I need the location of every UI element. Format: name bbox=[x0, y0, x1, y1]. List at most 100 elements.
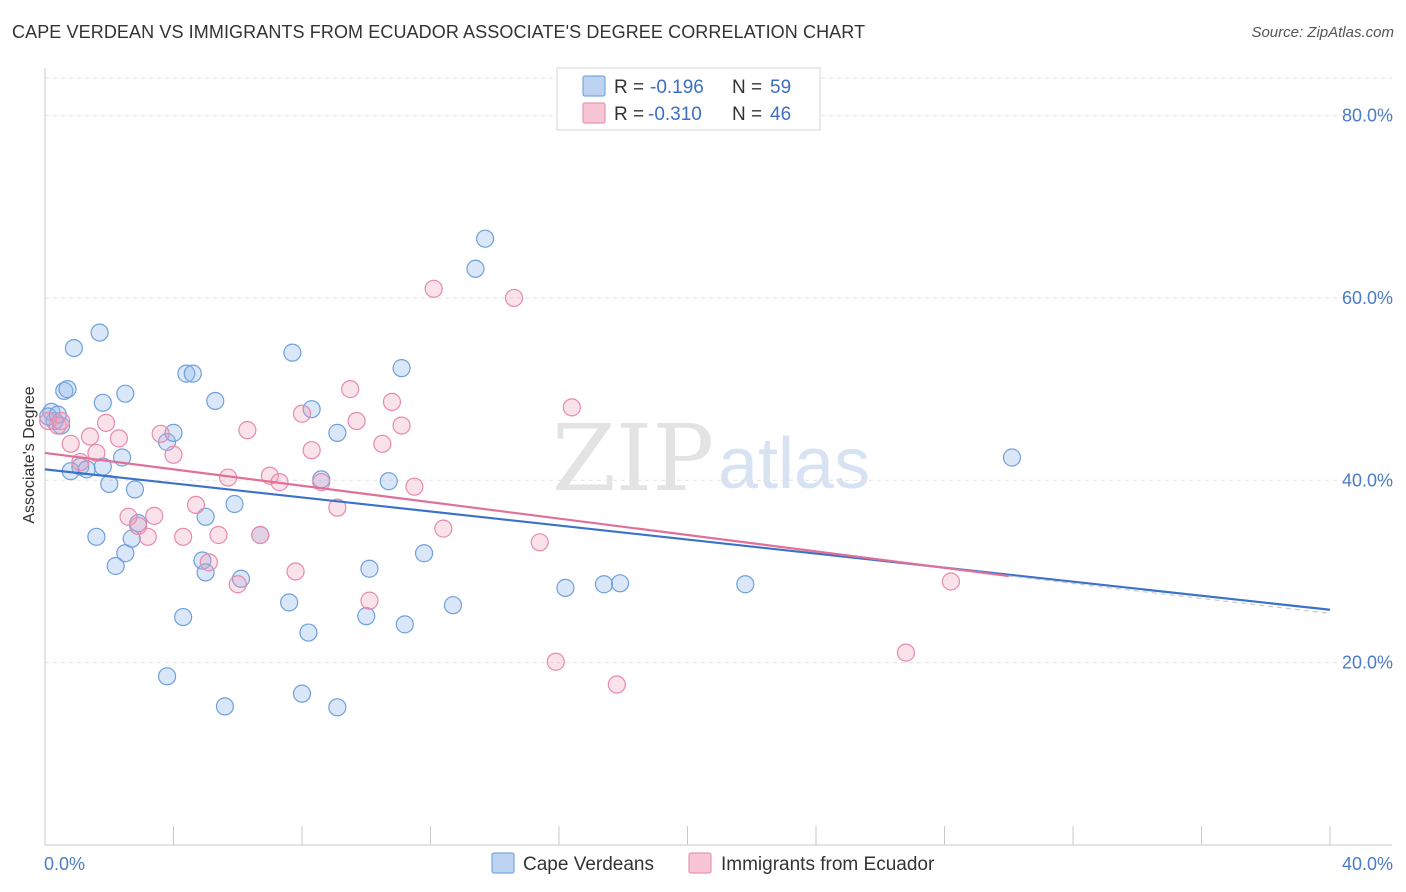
ecuador-point-27 bbox=[302, 441, 321, 460]
cape-verdean-point-39 bbox=[302, 400, 321, 419]
ecuador-point-36 bbox=[405, 477, 424, 496]
cape-verdean-point-52 bbox=[556, 578, 575, 597]
bottom-legend-swatch-pink bbox=[688, 852, 712, 874]
cape-verdean-point-51 bbox=[476, 229, 495, 248]
ecuador-point-21 bbox=[238, 421, 257, 440]
cape-verdean-point-43 bbox=[357, 607, 376, 626]
ecuador-point-31 bbox=[347, 411, 366, 431]
cape-verdean-point-29 bbox=[196, 563, 215, 582]
cape-verdean-point-20 bbox=[177, 364, 196, 383]
legend-swatch-pink bbox=[582, 102, 606, 124]
ecuador-point-5 bbox=[80, 427, 100, 446]
series-immigrants-from-ecuador bbox=[39, 279, 961, 694]
ecuador-point-8 bbox=[109, 429, 128, 448]
ecuador-point-43 bbox=[607, 675, 626, 694]
cape-verdean-point-5 bbox=[58, 380, 77, 399]
cape-verdean-point-32 bbox=[225, 494, 244, 514]
cape-verdean-point-49 bbox=[443, 596, 463, 615]
ecuador-point-9 bbox=[119, 507, 138, 526]
cape-verdean-point-26 bbox=[174, 607, 193, 627]
watermark-zip: ZIP bbox=[552, 405, 714, 512]
ecuador-point-45 bbox=[941, 572, 961, 591]
watermark: ZIP atlas bbox=[552, 405, 870, 512]
ecuador-point-7 bbox=[96, 413, 116, 432]
ecuador-point-29 bbox=[328, 498, 347, 517]
cape-verdean-point-12 bbox=[116, 384, 135, 403]
cape-verdean-point-33 bbox=[231, 569, 251, 588]
ecuador-point-12 bbox=[145, 506, 164, 525]
cape-verdean-point-21 bbox=[183, 364, 202, 383]
cape-verdean-point-55 bbox=[736, 575, 755, 594]
ecuador-point-11 bbox=[138, 527, 157, 546]
watermark-atlas: atlas bbox=[718, 424, 870, 504]
x-tick-label-1: 40.0% bbox=[1342, 854, 1393, 874]
ecuador-point-40 bbox=[530, 533, 549, 552]
cape-verdean-point-46 bbox=[392, 359, 411, 378]
cape-verdean-point-3 bbox=[64, 338, 84, 358]
ecuador-point-44 bbox=[896, 643, 916, 662]
legend-r-value-1: -0.196 bbox=[650, 77, 704, 98]
ecuador-point-13 bbox=[151, 424, 170, 443]
cape-verdean-point-38 bbox=[299, 623, 318, 642]
ecuador-point-42 bbox=[562, 398, 581, 417]
cape-verdean-point-17 bbox=[125, 480, 145, 499]
trend-lines bbox=[44, 451, 1331, 615]
cape-verdean-point-36 bbox=[283, 343, 302, 362]
legend-n-label-2: N = bbox=[732, 104, 762, 125]
ecuador-point-28 bbox=[312, 473, 331, 492]
legend-swatch-blue bbox=[582, 75, 606, 97]
cape-verdean-point-56 bbox=[1002, 448, 1022, 467]
series-cape-verdeans bbox=[39, 229, 1022, 717]
y-axis-label: Associate's Degree bbox=[21, 386, 38, 523]
x-tick-label-0: 0.0% bbox=[44, 854, 85, 874]
trend-line-cape-verdeans bbox=[44, 468, 1331, 611]
cape-verdean-point-53 bbox=[610, 574, 630, 593]
cape-verdean-point-11 bbox=[93, 393, 112, 412]
cape-verdean-point-28 bbox=[193, 551, 212, 570]
legend-r-label-1: R = bbox=[614, 77, 644, 98]
ecuador-point-26 bbox=[292, 404, 312, 423]
trend-line-immigrants-from-ecuador bbox=[44, 451, 1009, 578]
legend-n-label-1: N = bbox=[732, 77, 762, 98]
ecuador-point-2 bbox=[51, 411, 71, 431]
cape-verdean-point-27 bbox=[157, 667, 177, 686]
ecuador-point-18 bbox=[209, 525, 228, 545]
cape-verdean-point-42 bbox=[328, 698, 347, 717]
ecuador-point-34 bbox=[382, 392, 402, 411]
cape-verdean-point-45 bbox=[379, 472, 398, 491]
ecuador-point-16 bbox=[186, 495, 206, 515]
cape-verdean-point-4 bbox=[55, 381, 74, 401]
y-tick-label-3: 20.0% bbox=[1342, 653, 1393, 673]
legend-n-value-2: 46 bbox=[770, 104, 791, 125]
ecuador-point-23 bbox=[260, 466, 279, 485]
bottom-legend-label-pink: Immigrants from Ecuador bbox=[721, 854, 935, 875]
cape-verdean-point-30 bbox=[196, 507, 215, 526]
trend-line-ecuador-extension bbox=[1008, 575, 1331, 615]
cape-verdean-point-31 bbox=[215, 697, 234, 716]
bottom-legend-swatch-blue bbox=[491, 852, 515, 874]
ecuador-point-35 bbox=[392, 416, 411, 435]
cape-verdean-point-23 bbox=[87, 527, 106, 546]
cape-verdean-point-48 bbox=[414, 544, 434, 563]
cape-verdean-point-50 bbox=[466, 259, 485, 278]
cape-verdean-point-41 bbox=[328, 423, 347, 442]
cape-verdean-point-47 bbox=[395, 615, 414, 634]
axes bbox=[44, 68, 1392, 846]
cape-verdean-point-44 bbox=[360, 559, 379, 578]
cape-verdean-point-35 bbox=[280, 593, 299, 612]
bottom-legend-label-blue: Cape Verdeans bbox=[523, 854, 654, 875]
ecuador-point-14 bbox=[164, 445, 183, 464]
ecuador-point-32 bbox=[360, 591, 379, 610]
legend-n-value-1: 59 bbox=[770, 77, 791, 98]
ecuador-point-33 bbox=[373, 434, 392, 453]
ecuador-point-38 bbox=[434, 519, 453, 538]
chart-title: CAPE VERDEAN VS IMMIGRANTS FROM ECUADOR … bbox=[12, 22, 866, 42]
ecuador-point-17 bbox=[199, 553, 218, 572]
y-tick-label-0: 80.0% bbox=[1342, 106, 1393, 126]
stats-legend: R = -0.196 N = 59 R = -0.310 N = 46 bbox=[556, 67, 821, 131]
ecuador-point-15 bbox=[174, 527, 193, 546]
ecuador-point-25 bbox=[286, 562, 305, 581]
ecuador-point-6 bbox=[87, 443, 106, 463]
ecuador-point-37 bbox=[424, 279, 443, 298]
